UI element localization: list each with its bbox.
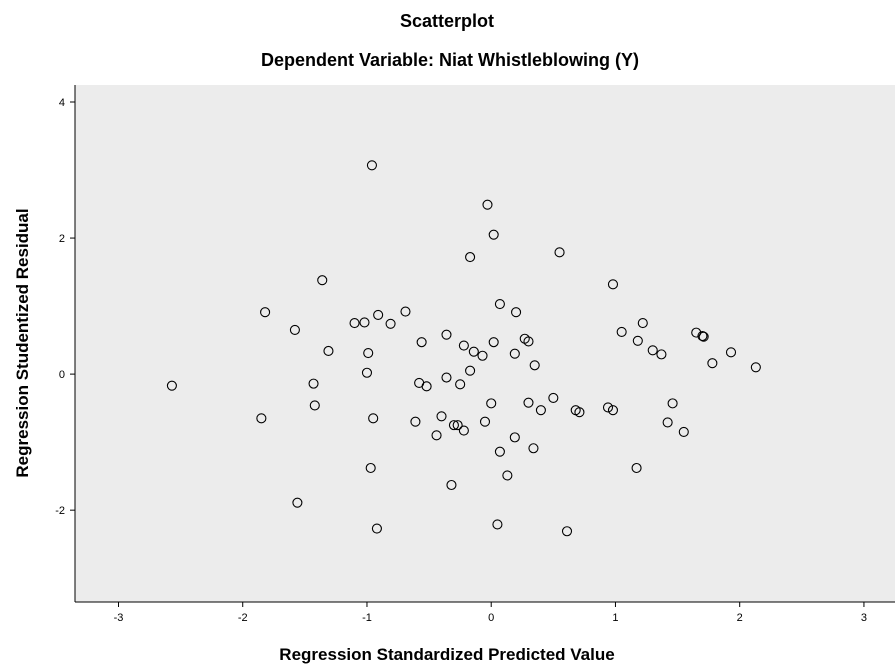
x-axis-title: Regression Standardized Predicted Value bbox=[279, 645, 614, 664]
scatter-point bbox=[632, 335, 643, 346]
scatter-point bbox=[631, 462, 642, 474]
scatter-point bbox=[529, 360, 540, 371]
scatter-point bbox=[441, 329, 452, 340]
scatter-point bbox=[359, 317, 370, 328]
y-axis-title: Regression Studentized Residual bbox=[13, 208, 32, 477]
scatter-point bbox=[637, 318, 648, 329]
scatter-point bbox=[494, 298, 505, 310]
scatter-point bbox=[366, 160, 377, 171]
scatter-point bbox=[607, 405, 619, 416]
scatter-point bbox=[486, 398, 497, 409]
scatter-point bbox=[678, 426, 689, 437]
scatter-point bbox=[458, 425, 469, 436]
x-tick-label: 2 bbox=[737, 612, 743, 624]
x-tick-label: 3 bbox=[861, 612, 867, 624]
scatter-point bbox=[452, 420, 463, 431]
scatter-point bbox=[488, 229, 499, 240]
scatter-point bbox=[260, 307, 271, 318]
scatter-point bbox=[317, 275, 328, 286]
scatter-point bbox=[523, 397, 534, 408]
x-tick-label: -3 bbox=[114, 612, 124, 624]
scatter-point bbox=[667, 398, 678, 409]
plot-area bbox=[75, 85, 895, 602]
scatter-point bbox=[421, 381, 432, 392]
x-tick-label: 0 bbox=[488, 612, 494, 624]
scatter-point bbox=[725, 347, 737, 358]
scatter-point bbox=[455, 379, 466, 390]
scatter-point bbox=[349, 318, 360, 329]
scatter-point bbox=[492, 519, 503, 530]
scatter-point bbox=[523, 336, 534, 347]
scatter-point bbox=[465, 365, 476, 376]
scatter-point bbox=[166, 380, 177, 391]
scatter-point bbox=[441, 372, 452, 383]
data-points bbox=[166, 160, 761, 537]
scatter-point bbox=[373, 309, 384, 320]
chart-title: Scatterplot bbox=[400, 11, 494, 31]
scatter-point bbox=[509, 432, 520, 443]
scatter-point bbox=[511, 307, 522, 318]
scatter-point bbox=[436, 411, 447, 422]
scatter-point bbox=[750, 362, 761, 373]
x-axis-ticks: -3 -2 -1 0 1 2 3 bbox=[114, 602, 867, 624]
scatter-point bbox=[365, 462, 376, 474]
scatter-point bbox=[602, 402, 614, 413]
scatter-point bbox=[647, 345, 658, 356]
scatter-point bbox=[400, 306, 411, 317]
scatter-point bbox=[431, 430, 442, 441]
scatter-point bbox=[554, 247, 565, 258]
scatter-point bbox=[323, 345, 334, 357]
scatter-point bbox=[292, 497, 303, 508]
scatter-point bbox=[488, 337, 499, 348]
scatter-point bbox=[371, 523, 382, 534]
x-tick-label: -1 bbox=[362, 612, 372, 624]
scatter-point bbox=[528, 443, 539, 454]
scatter-point bbox=[448, 420, 459, 431]
scatter-point bbox=[361, 367, 373, 378]
scatter-point bbox=[502, 470, 513, 481]
scatter-point bbox=[509, 348, 520, 359]
scatter-point bbox=[468, 346, 479, 357]
scatter-point bbox=[656, 349, 667, 360]
scatter-point bbox=[616, 326, 627, 337]
scatter-point bbox=[697, 330, 708, 342]
scatter-point bbox=[561, 526, 573, 537]
x-tick-label: -2 bbox=[238, 612, 248, 624]
scatter-point bbox=[368, 413, 379, 424]
scatter-point bbox=[309, 400, 320, 411]
scatter-point bbox=[410, 416, 421, 427]
y-axis-ticks: -2 0 2 4 bbox=[55, 97, 75, 517]
scatter-point bbox=[479, 416, 491, 427]
scatter-point bbox=[363, 347, 374, 359]
chart-subtitle: Dependent Variable: Niat Whistleblowing … bbox=[261, 50, 639, 70]
scatter-point bbox=[416, 337, 427, 348]
y-tick-label: 4 bbox=[59, 97, 65, 109]
scatter-point bbox=[465, 252, 476, 263]
y-tick-label: -2 bbox=[55, 505, 65, 517]
scatter-point bbox=[707, 358, 718, 369]
y-tick-label: 0 bbox=[59, 369, 65, 381]
scatter-point bbox=[698, 331, 709, 342]
scatter-point bbox=[548, 392, 559, 403]
scatter-point bbox=[607, 279, 619, 290]
scatter-point bbox=[535, 405, 546, 416]
scatter-point bbox=[446, 479, 457, 491]
scatter-point bbox=[477, 350, 488, 361]
scatter-point bbox=[256, 413, 267, 424]
scatter-point bbox=[308, 378, 319, 389]
scatter-point bbox=[662, 417, 673, 428]
x-tick-label: 1 bbox=[612, 612, 618, 624]
scatter-point bbox=[482, 199, 493, 210]
scatter-point bbox=[458, 340, 469, 351]
scatter-point bbox=[494, 446, 505, 457]
scatter-point bbox=[289, 324, 300, 335]
y-tick-label: 2 bbox=[59, 233, 65, 245]
scatter-point bbox=[574, 407, 585, 418]
scatter-point bbox=[385, 318, 396, 329]
